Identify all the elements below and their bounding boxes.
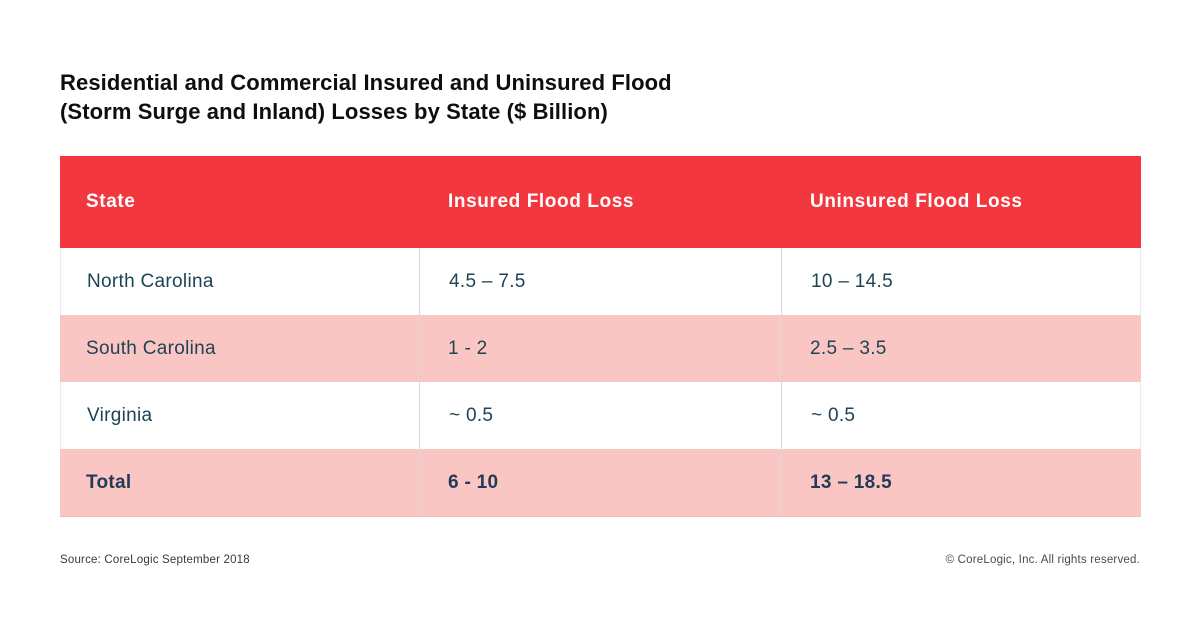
state-name: Virginia xyxy=(87,404,153,426)
state-name: South Carolina xyxy=(86,337,216,359)
table-row-south-carolina: South Carolina 1 - 2 2.5 – 3.5 xyxy=(60,315,1141,382)
total-uninsured-loss-value: 13 – 18.5 xyxy=(780,449,1141,516)
table-row-virginia: Virginia ~ 0.5 ~ 0.5 xyxy=(60,382,1141,449)
copyright-note: © CoreLogic, Inc. All rights reserved. xyxy=(945,554,1140,566)
state-name: North Carolina xyxy=(87,270,214,292)
column-header-uninsured: Uninsured Flood Loss xyxy=(810,191,1023,212)
insured-loss-value: 4.5 – 7.5 xyxy=(419,248,781,315)
column-header-insured: Insured Flood Loss xyxy=(448,191,635,212)
chart-title: Residential and Commercial Insured and U… xyxy=(60,68,960,126)
table-row-north-carolina: North Carolina 4.5 – 7.5 10 – 14.5 xyxy=(60,248,1141,315)
insured-loss-value: 1 - 2 xyxy=(418,315,780,382)
chart-title-line-1: Residential and Commercial Insured and U… xyxy=(60,70,672,95)
flood-loss-table: State Insured Flood Loss Uninsured Flood… xyxy=(60,156,1141,517)
total-label: Total xyxy=(86,471,132,493)
column-header-state: State xyxy=(86,191,136,212)
table-header-row: State Insured Flood Loss Uninsured Flood… xyxy=(60,156,1141,248)
uninsured-loss-value: ~ 0.5 xyxy=(781,382,1140,449)
source-note: Source: CoreLogic September 2018 xyxy=(60,554,250,566)
chart-title-line-2: (Storm Surge and Inland) Losses by State… xyxy=(60,99,608,124)
total-insured-loss-value: 6 - 10 xyxy=(418,449,780,516)
uninsured-loss-value: 2.5 – 3.5 xyxy=(780,315,1141,382)
table-row-total: Total 6 - 10 13 – 18.5 xyxy=(60,449,1141,516)
insured-loss-value: ~ 0.5 xyxy=(419,382,781,449)
uninsured-loss-value: 10 – 14.5 xyxy=(781,248,1140,315)
